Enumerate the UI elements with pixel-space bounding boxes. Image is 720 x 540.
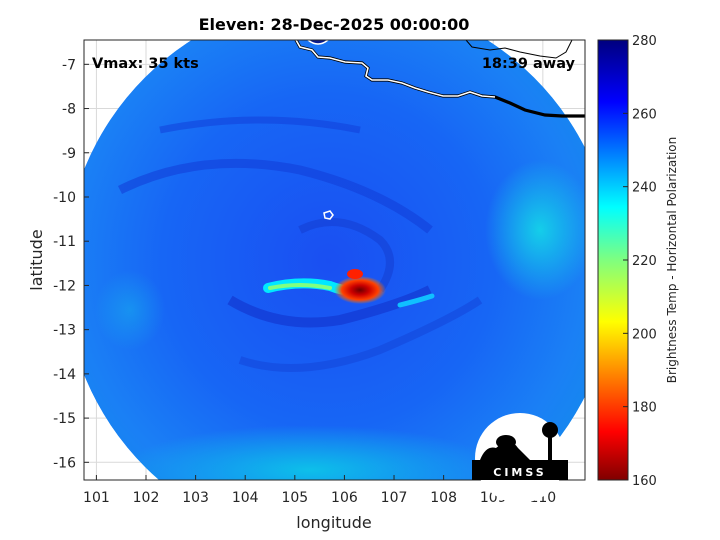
storm-cell: [347, 269, 363, 279]
rain-band: [117, 158, 433, 234]
y-tick-label: -10: [53, 190, 76, 206]
x-tick-label: 104: [232, 490, 259, 506]
y-tick-label: -13: [53, 323, 76, 339]
colorbar-tick-label: 240: [632, 181, 657, 196]
colorbar-tick-label: 200: [632, 327, 657, 342]
y-tick-label: -16: [53, 455, 76, 471]
colorbar-tick-label: 260: [632, 107, 657, 122]
vmax-label: Vmax: 35 kts: [92, 56, 199, 72]
rain-band: [298, 218, 394, 293]
land-outline: [465, 40, 573, 59]
rain-band: [227, 285, 433, 328]
logo-bar: [472, 460, 568, 480]
warm-region-east: [485, 160, 585, 300]
x-tick-label: 101: [83, 490, 110, 506]
x-tick-label: 106: [331, 490, 358, 506]
logo-text: CIMSS: [493, 466, 546, 479]
coastline: [295, 40, 496, 98]
y-tick-label: -12: [53, 278, 76, 294]
logo-tower-tank-icon: [542, 422, 558, 438]
y-tick-label: -11: [53, 234, 76, 250]
microwave-swath: [84, 40, 585, 480]
swath-disc: [84, 40, 585, 480]
island-outline: [307, 40, 329, 45]
cimss-logo: CIMSS: [472, 413, 568, 503]
x-tick-label: 103: [182, 490, 209, 506]
rain-band: [238, 296, 483, 372]
x-tick-label: 102: [133, 490, 160, 506]
y-tick-label: -7: [62, 57, 76, 73]
rain-band: [159, 116, 361, 134]
colorbar-ticks: 160 180 200 220 240 260 280: [623, 34, 657, 489]
y-tick-label: -8: [62, 102, 76, 118]
christmas-island: [323, 210, 334, 220]
x-tick-label: 108: [430, 490, 457, 506]
away-label: 18:39 away: [482, 56, 576, 72]
plot-frame: [83, 39, 586, 481]
x-axis: 101 102 103 104 105 106 107 108 109 110: [83, 475, 556, 506]
storm-core: [334, 276, 386, 304]
x-tick-label: 107: [381, 490, 408, 506]
y-tick-label: -9: [62, 146, 76, 162]
colorbar-label: Brightness Temp - Horizontal Polarizatio…: [665, 137, 679, 384]
logo-tower-icon: [548, 436, 552, 460]
colorbar-tick-label: 280: [632, 34, 657, 49]
convective-band: [268, 283, 332, 290]
y-axis-label: latitude: [27, 229, 46, 290]
colorbar-tick-label: 160: [632, 474, 657, 489]
warm-region-west: [95, 270, 165, 350]
y-axis: -7 -8 -9 -10 -11 -12 -13 -14 -15 -16: [53, 57, 89, 471]
colorbar-tick-label: 180: [632, 401, 657, 416]
convective-band: [397, 293, 435, 308]
logo-satellite-dish-icon: [496, 435, 516, 449]
figure-title: Eleven: 28-Dec-2025 00:00:00: [199, 15, 470, 34]
warm-region-south: [120, 425, 500, 480]
x-axis-label: longitude: [296, 513, 371, 532]
y-tick-label: -15: [53, 411, 76, 427]
colorbar-tick-label: 220: [632, 254, 657, 269]
y-tick-label: -14: [53, 367, 76, 383]
x-tick-label: 105: [281, 490, 308, 506]
logo-dish-icon: [480, 442, 530, 460]
